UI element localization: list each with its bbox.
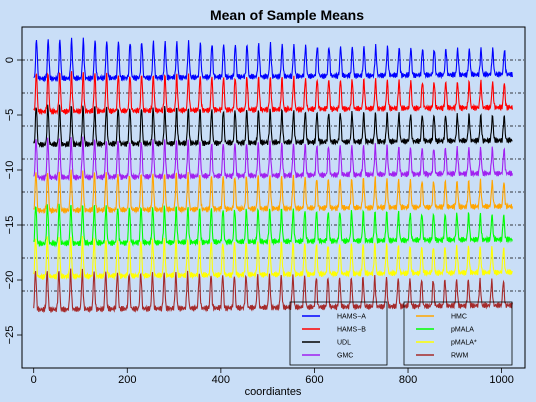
series-line-1 — [33, 71, 513, 116]
x-tick-label-1: 200 — [118, 374, 136, 386]
chart-title: Mean of Sample Means — [210, 7, 364, 23]
legend-label-2: UDL — [337, 340, 351, 347]
x-tick-label-5: 1000 — [489, 374, 513, 386]
y-tick-label-1: −5 — [4, 109, 16, 122]
legend-label-7: RWM — [451, 353, 469, 360]
series-line-6 — [33, 235, 513, 281]
legend-box-1 — [403, 301, 513, 366]
y-tick-label-5: −25 — [4, 326, 16, 345]
legend-label-4: HMC — [451, 314, 467, 321]
legend-label-3: GMC — [337, 353, 353, 360]
series-lines — [33, 37, 513, 313]
series-line-0 — [33, 37, 513, 83]
legend-label-1: HAMS−B — [337, 327, 366, 334]
legend-label-6: pMALA* — [451, 340, 477, 347]
x-axis-label: coordiantes — [245, 386, 302, 398]
y-axis: 0 −5 −10 −15 −20 −25 — [4, 57, 22, 344]
x-tick-label-2: 400 — [212, 374, 230, 386]
x-tick-label-3: 600 — [305, 374, 323, 386]
legend-label-5: pMALA — [451, 327, 474, 334]
legend-box-0 — [289, 301, 388, 366]
legend-label-0: HAMS−A — [337, 314, 366, 321]
series-line-5 — [33, 203, 513, 248]
y-tick-label-3: −15 — [4, 216, 16, 235]
x-axis: 0 200 400 600 800 1000 — [31, 368, 514, 386]
series-line-2 — [33, 104, 513, 149]
y-tick-label-0: 0 — [4, 57, 16, 63]
y-tick-label-4: −20 — [4, 271, 16, 290]
series-line-4 — [33, 169, 513, 215]
series-line-3 — [33, 136, 513, 182]
legend: HAMS−A HAMS−B UDL GMC HMC pMALA pMALA* RWM — [289, 301, 513, 366]
x-tick-label-0: 0 — [31, 374, 37, 386]
y-tick-label-2: −10 — [4, 161, 16, 180]
series-line-7 — [33, 268, 513, 313]
plot-frame — [21, 26, 526, 369]
x-tick-label-4: 800 — [399, 374, 417, 386]
